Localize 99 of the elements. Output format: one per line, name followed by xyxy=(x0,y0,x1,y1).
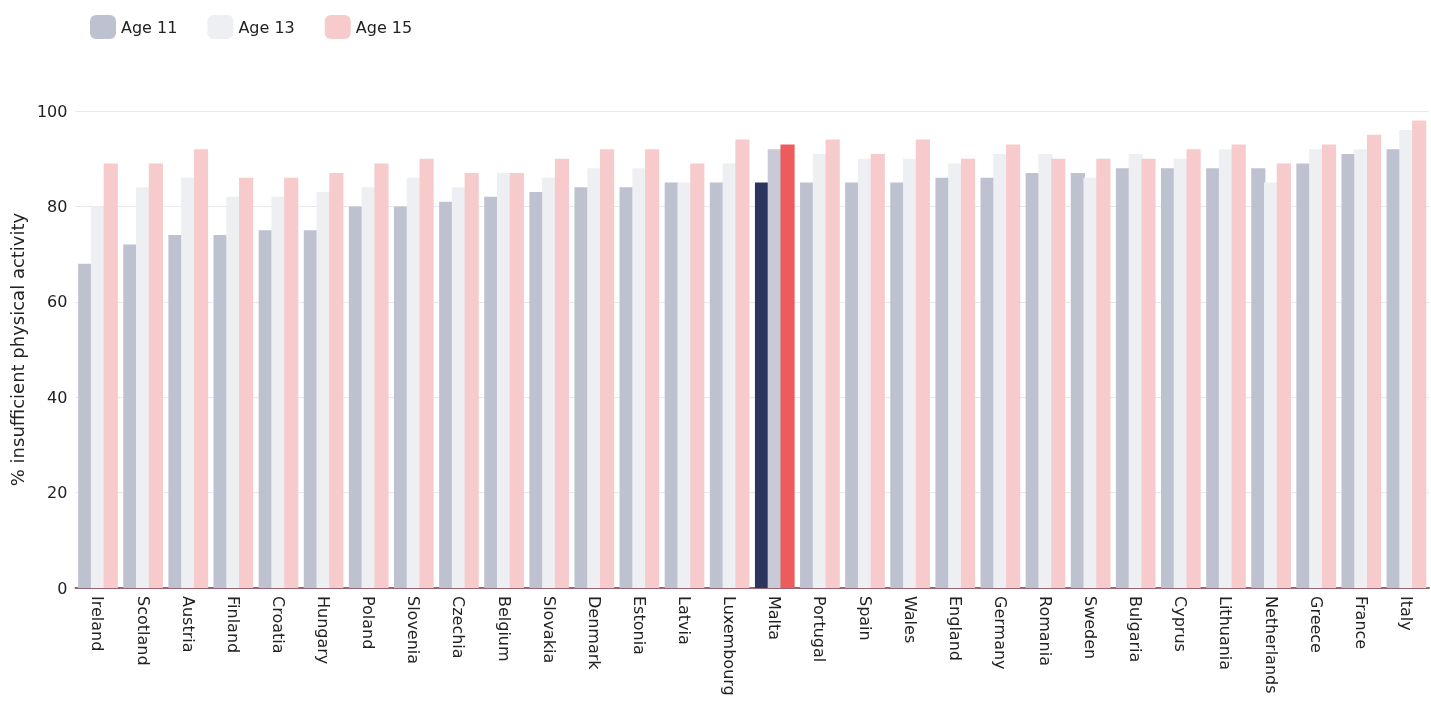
x-tick-label: Greece xyxy=(1306,596,1326,653)
y-tick-label: 0 xyxy=(57,578,68,598)
bar xyxy=(845,182,860,588)
x-tick-label: Italy xyxy=(1396,596,1416,631)
bar xyxy=(1321,144,1337,588)
bar xyxy=(1309,149,1324,588)
legend-label: Age 11 xyxy=(121,17,178,37)
bar xyxy=(1160,168,1176,588)
bar xyxy=(193,149,209,588)
x-tick-label: Scotland xyxy=(133,596,153,666)
bar xyxy=(374,163,389,588)
bar xyxy=(948,163,963,588)
bar xyxy=(464,173,479,588)
x-tick-label: Hungary xyxy=(314,596,334,665)
x-tick-label: Malta xyxy=(765,596,785,641)
bar xyxy=(1051,158,1066,588)
bar xyxy=(348,206,364,588)
x-tick-label: Finland xyxy=(223,596,243,654)
x-tick-label: Denmark xyxy=(584,596,604,671)
bar xyxy=(451,187,467,588)
bar xyxy=(239,177,254,588)
bar xyxy=(1231,144,1246,588)
bar xyxy=(1173,158,1188,588)
x-tick-label: Wales xyxy=(900,596,920,644)
bar xyxy=(903,158,918,588)
bar xyxy=(148,163,163,588)
x-tick-label: Slovenia xyxy=(404,596,424,665)
x-tick-label: Belgium xyxy=(494,596,514,662)
bar xyxy=(960,158,976,588)
x-tick-label: Estonia xyxy=(629,596,649,655)
bar xyxy=(484,196,499,588)
bar xyxy=(329,173,344,588)
x-tick-label: Cyprus xyxy=(1171,596,1191,652)
bar xyxy=(284,177,299,588)
bar xyxy=(1006,144,1021,588)
bar xyxy=(406,177,421,588)
bar xyxy=(1186,149,1201,588)
legend-label: Age 13 xyxy=(238,17,295,37)
bar xyxy=(709,182,724,588)
x-tick-label: Czechia xyxy=(449,596,469,659)
legend-label: Age 15 xyxy=(355,17,413,37)
bar xyxy=(645,149,660,588)
bar xyxy=(1115,168,1131,588)
x-tick-label: Spain xyxy=(855,596,875,641)
bar xyxy=(1354,149,1369,588)
bar xyxy=(509,173,524,588)
bar xyxy=(1096,158,1111,588)
bar xyxy=(542,177,557,588)
bar xyxy=(1070,173,1085,588)
bar xyxy=(554,158,570,588)
x-tick-label: Croatia xyxy=(268,596,288,654)
x-tick-label: Luxembourg xyxy=(720,596,740,696)
bar xyxy=(1218,149,1234,588)
bar xyxy=(915,139,930,588)
x-tick-label: Germany xyxy=(990,596,1010,670)
bar xyxy=(393,206,409,588)
bar xyxy=(812,153,827,588)
bar xyxy=(735,139,750,588)
bar xyxy=(780,144,795,588)
bar xyxy=(857,158,873,588)
bar xyxy=(1412,120,1427,588)
x-tick-label: Poland xyxy=(359,596,379,650)
y-tick-label: 20 xyxy=(47,483,68,503)
bar xyxy=(690,163,705,588)
bar xyxy=(599,149,615,588)
bar xyxy=(754,182,770,588)
bar xyxy=(825,139,840,588)
y-tick-label: 40 xyxy=(47,387,68,407)
bar xyxy=(587,168,602,588)
bar xyxy=(303,230,318,588)
bar xyxy=(78,263,93,588)
x-tick-label: Ireland xyxy=(88,596,108,652)
y-axis-title: % insufficient physical activity xyxy=(6,212,28,487)
bar xyxy=(800,182,815,588)
bar xyxy=(1366,134,1382,588)
x-tick-label: Portugal xyxy=(810,596,830,663)
bar xyxy=(1276,163,1291,588)
bar xyxy=(103,163,118,588)
y-tick-label: 80 xyxy=(47,196,68,216)
x-tick-label: Slovakia xyxy=(539,596,559,664)
x-tick-label: Austria xyxy=(178,596,198,653)
y-tick-label: 100 xyxy=(36,101,68,121)
x-tick-label: Romania xyxy=(1035,596,1055,666)
bar xyxy=(419,158,434,588)
x-tick-label: England xyxy=(945,596,965,661)
y-tick-label: 60 xyxy=(47,292,68,312)
bar xyxy=(870,153,885,588)
bar xyxy=(1263,182,1279,588)
x-tick-label: France xyxy=(1351,596,1371,650)
bar xyxy=(439,201,454,588)
x-tick-label: Netherlands xyxy=(1261,596,1281,694)
x-tick-label: Sweden xyxy=(1081,596,1101,660)
x-tick-label: Bulgaria xyxy=(1126,596,1146,663)
bar xyxy=(496,173,512,588)
bar xyxy=(1206,168,1221,588)
x-tick-label: Lithuania xyxy=(1216,596,1236,671)
x-tick-label: Latvia xyxy=(675,596,695,645)
bar xyxy=(1141,158,1156,588)
bar xyxy=(1251,168,1266,588)
